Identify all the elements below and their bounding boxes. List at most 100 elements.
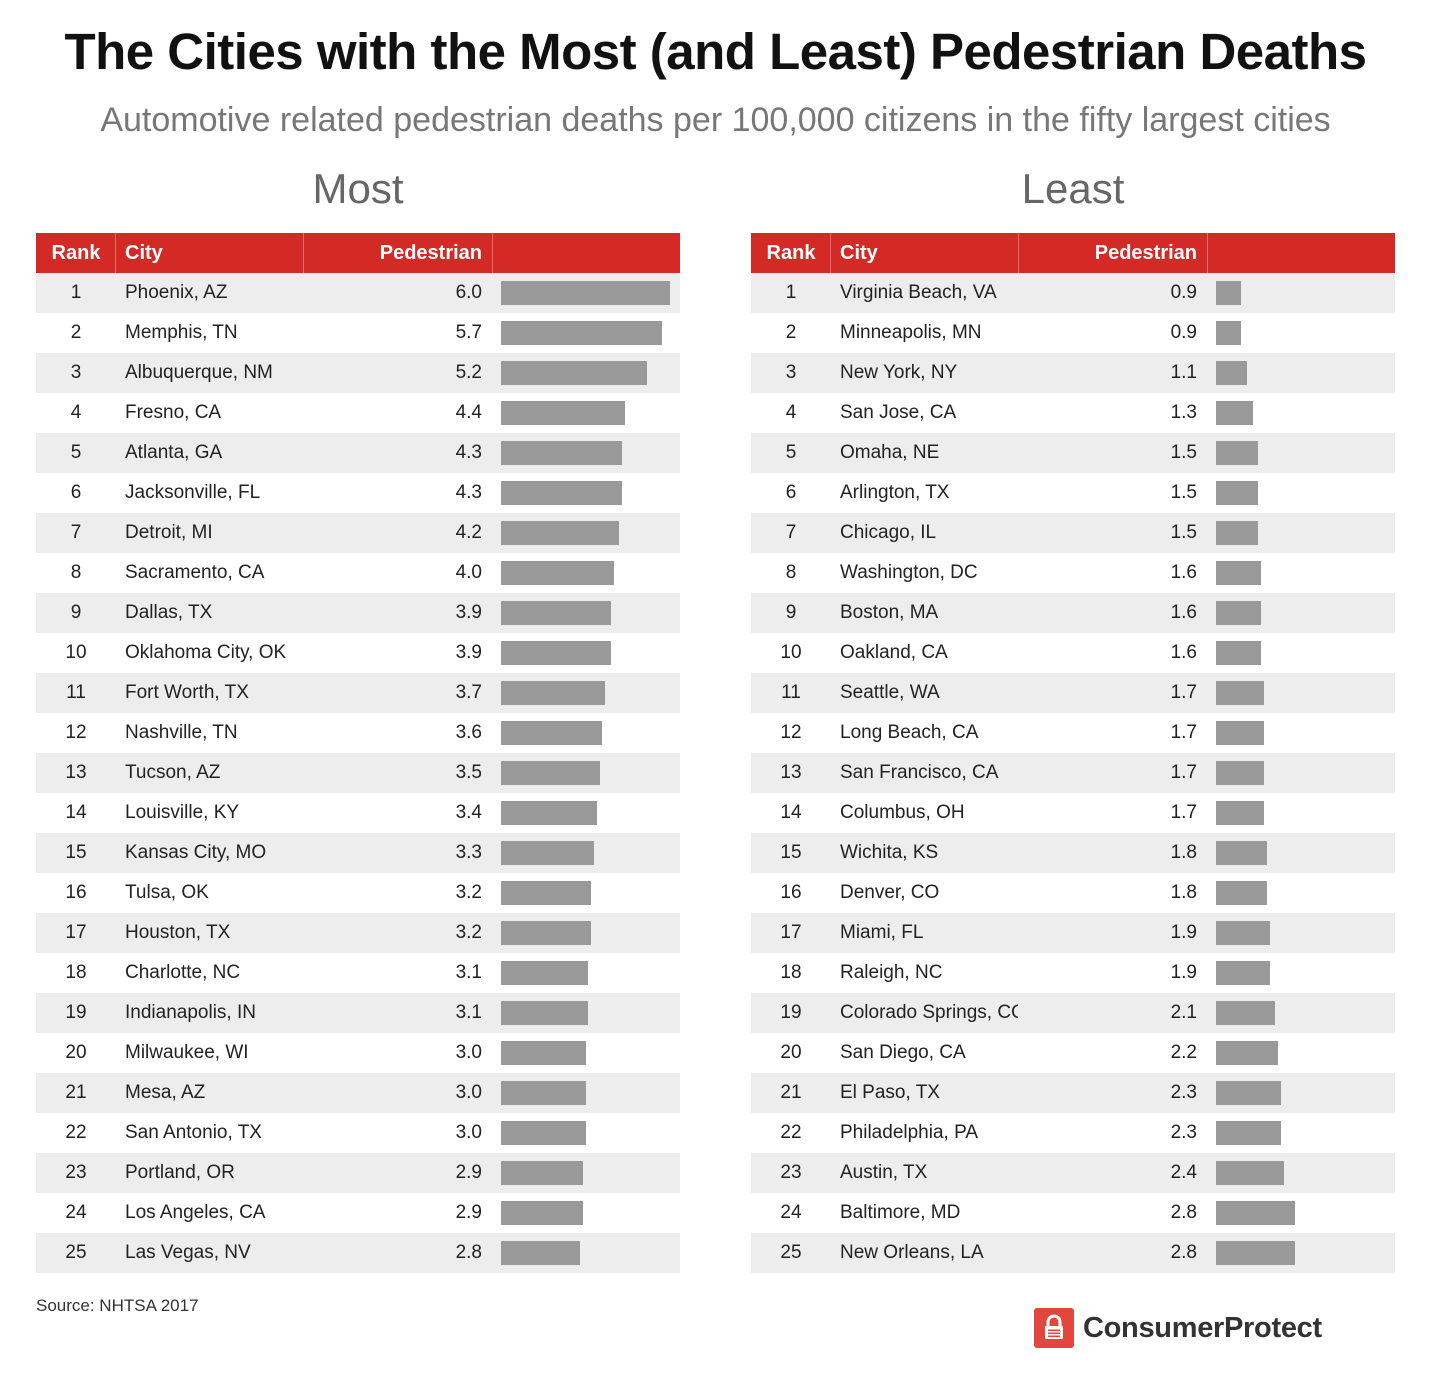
rank-label: 15	[780, 842, 802, 863]
value-bar	[501, 841, 594, 865]
value-label: 5.7	[455, 322, 482, 343]
rank-label: 9	[785, 602, 797, 623]
value-bar	[1216, 961, 1270, 985]
city-label: Indianapolis, IN	[125, 1002, 256, 1023]
table-row: 2 Memphis, TN 5.7	[36, 313, 680, 353]
rank-label: 23	[65, 1162, 87, 1183]
value-bar	[1216, 841, 1267, 865]
value-label: 2.9	[455, 1202, 482, 1223]
city-label: New York, NY	[840, 362, 958, 383]
rank-label: 21	[780, 1082, 802, 1103]
value-label: 2.2	[1170, 1042, 1197, 1063]
table-row: 8 Washington, DC 1.6	[751, 553, 1395, 593]
value-label: 2.9	[455, 1162, 482, 1183]
rank-label: 19	[780, 1002, 802, 1023]
rank-label: 24	[780, 1202, 802, 1223]
value-bar	[1216, 401, 1253, 425]
value-bar	[501, 481, 623, 505]
value-label: 3.0	[455, 1042, 482, 1063]
city-label: Tucson, AZ	[125, 762, 221, 783]
city-label: Sacramento, CA	[125, 562, 265, 583]
value-label: 1.5	[1170, 442, 1197, 463]
value-label: 4.0	[455, 562, 482, 583]
table-row: 19 Indianapolis, IN 3.1	[36, 993, 680, 1033]
table-row: 14 Columbus, OH 1.7	[751, 793, 1395, 833]
value-label: 2.8	[1170, 1202, 1197, 1223]
table-row: 1 Phoenix, AZ 6.0	[36, 273, 680, 313]
value-bar	[1216, 481, 1259, 505]
value-label: 3.1	[455, 1002, 482, 1023]
city-label: Portland, OR	[125, 1162, 235, 1183]
value-bar	[1216, 641, 1262, 665]
value-bar	[501, 601, 611, 625]
table-row: 15 Wichita, KS 1.8	[751, 833, 1395, 873]
rank-header: Rank	[766, 242, 816, 264]
table-row: 25 Las Vegas, NV 2.8	[36, 1233, 680, 1273]
city-label: Fresno, CA	[125, 402, 222, 423]
rank-label: 10	[65, 642, 87, 663]
rank-label: 13	[65, 762, 87, 783]
city-label: Houston, TX	[125, 922, 231, 943]
table-row: 20 Milwaukee, WI 3.0	[36, 1033, 680, 1073]
value-label: 1.7	[1170, 762, 1197, 783]
city-label: Nashville, TN	[125, 722, 238, 743]
value-label: 6.0	[455, 282, 482, 303]
city-label: Minneapolis, MN	[840, 322, 982, 343]
source-note: Source: NHTSA 2017	[36, 1296, 199, 1315]
rank-label: 7	[785, 522, 797, 543]
rank-label: 11	[781, 682, 801, 703]
value-bar	[501, 681, 606, 705]
table-row: 9 Boston, MA 1.6	[751, 593, 1395, 633]
value-label: 1.6	[1170, 602, 1197, 623]
value-label: 3.4	[455, 802, 482, 823]
table-row: 7 Chicago, IL 1.5	[751, 513, 1395, 553]
table-row: 11 Fort Worth, TX 3.7	[36, 673, 680, 713]
value-label: 1.5	[1170, 522, 1197, 543]
value-bar	[1216, 881, 1267, 905]
city-label: El Paso, TX	[840, 1082, 940, 1103]
rank-label: 13	[780, 762, 802, 783]
value-label: 2.1	[1170, 1002, 1197, 1023]
table-row: 6 Arlington, TX 1.5	[751, 473, 1395, 513]
table-row: 1 Virginia Beach, VA 0.9	[751, 273, 1395, 313]
value-label: 2.8	[455, 1242, 482, 1263]
rank-label: 3	[785, 362, 797, 383]
value-bar	[1216, 681, 1264, 705]
city-label: Raleigh, NC	[840, 962, 943, 983]
value-label: 5.2	[455, 362, 482, 383]
rank-label: 19	[65, 1002, 87, 1023]
city-label: Louisville, KY	[125, 802, 240, 823]
value-label: 3.0	[455, 1122, 482, 1143]
value-bar	[501, 361, 648, 385]
value-bar	[501, 641, 611, 665]
value-label: 3.0	[455, 1082, 482, 1103]
value-label: 4.3	[455, 442, 482, 463]
value-label: 3.1	[455, 962, 482, 983]
value-label: 1.9	[1170, 962, 1197, 983]
table-row: 17 Houston, TX 3.2	[36, 913, 680, 953]
table-row: 5 Omaha, NE 1.5	[751, 433, 1395, 473]
value-label: 4.2	[455, 522, 482, 543]
city-label: Phoenix, AZ	[125, 282, 228, 303]
rank-label: 16	[65, 882, 87, 903]
table-row: 3 Albuquerque, NM 5.2	[36, 353, 680, 393]
rank-label: 17	[780, 922, 802, 943]
value-bar	[501, 761, 600, 785]
table-row: 7 Detroit, MI 4.2	[36, 513, 680, 553]
city-label: Columbus, OH	[840, 802, 965, 823]
most-rows: 1 Phoenix, AZ 6.0 2 Memphis, TN 5.7 3 Albuquerq…	[36, 273, 680, 1273]
rank-label: 15	[65, 842, 87, 863]
rank-label: 14	[65, 802, 87, 823]
value-label: 1.6	[1170, 642, 1197, 663]
table-row: 23 Portland, OR 2.9	[36, 1153, 680, 1193]
value-bar	[501, 881, 592, 905]
most-table: Rank City Pedestrian 1 Phoenix, AZ 6.0 2 Mem…	[36, 233, 680, 1273]
value-bar	[501, 521, 620, 545]
rank-label: 9	[70, 602, 82, 623]
value-bar	[501, 721, 603, 745]
value-bar	[501, 801, 597, 825]
rank-label: 25	[780, 1242, 802, 1263]
value-bar	[501, 1241, 580, 1265]
table-row: 22 San Antonio, TX 3.0	[36, 1113, 680, 1153]
city-label: Kansas City, MO	[125, 842, 267, 863]
